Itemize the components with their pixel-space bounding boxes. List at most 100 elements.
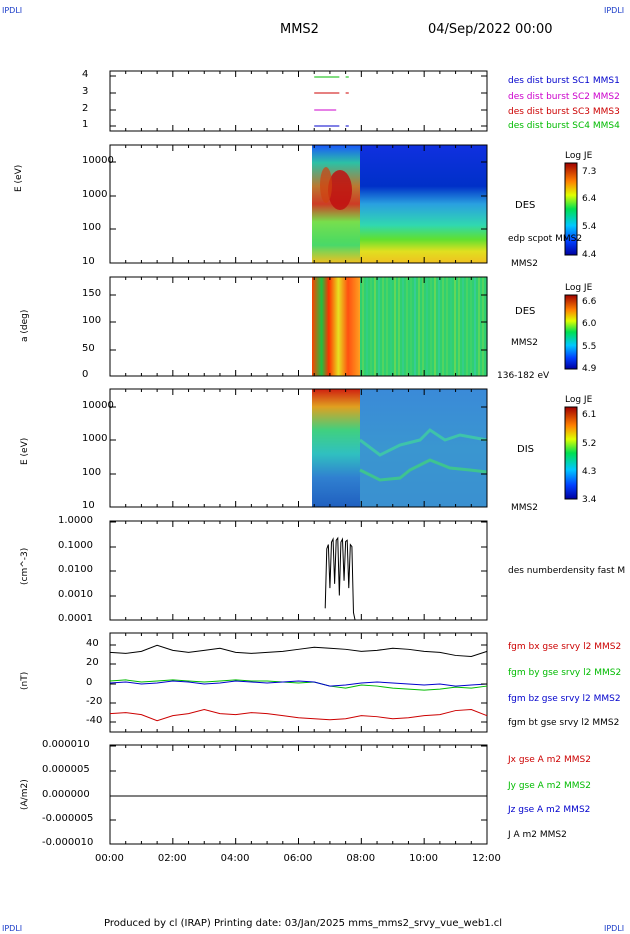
cbar1-tick: 7.3 bbox=[582, 167, 597, 177]
bfield-series-bt bbox=[109, 644, 488, 657]
ytick-label: 100 bbox=[82, 467, 102, 478]
ytick-label: 100 bbox=[82, 222, 102, 233]
pitch-stripe bbox=[478, 277, 480, 376]
legend-entry: fgm by gse srvy l2 MMS2 bbox=[508, 668, 622, 678]
dis-energy-panel bbox=[109, 388, 488, 508]
corner-logo-bottom-left: IPDLI bbox=[2, 924, 23, 933]
legend-entry: des dist burst SC4 MMS4 bbox=[508, 121, 620, 131]
corner-logo-top-right: IPDLI bbox=[604, 6, 625, 15]
pitch-stripe bbox=[374, 277, 376, 376]
ytick-label: 150 bbox=[82, 288, 102, 299]
colorbar-dis-energy bbox=[564, 406, 578, 500]
ytick-label: -20 bbox=[86, 696, 103, 707]
legend-entry: fgm bx gse srvy l2 MMS2 bbox=[508, 642, 622, 652]
des-pitch-panel bbox=[109, 276, 488, 377]
pitch-stripe bbox=[470, 277, 472, 376]
xtick-label: 10:00 bbox=[409, 853, 438, 864]
ytick-label: 20 bbox=[86, 657, 99, 668]
pitch-stripe bbox=[466, 277, 468, 376]
cbar1-tick: 5.4 bbox=[582, 222, 597, 232]
ylabel-density: (cm^-3) bbox=[20, 547, 30, 585]
spacecraft-title: MMS2 bbox=[280, 22, 319, 37]
availability-panel bbox=[109, 70, 488, 132]
ytick-label: 0.000005 bbox=[42, 764, 90, 775]
ytick-label: -0.000005 bbox=[42, 813, 94, 824]
colorbar-des-energy bbox=[564, 162, 578, 256]
cbar2-tick: 5.5 bbox=[582, 342, 597, 352]
des-pitch-burst bbox=[312, 277, 360, 376]
ytick-label: 50 bbox=[82, 343, 95, 354]
legend-entry: des dist burst SC2 MMS2 bbox=[508, 92, 620, 102]
corner-logo-top-left: IPDLI bbox=[2, 6, 23, 15]
datetime-title: 04/Sep/2022 00:00 bbox=[428, 22, 553, 37]
pitch-stripe bbox=[482, 277, 484, 376]
pitch-stripe bbox=[366, 277, 368, 376]
cbar1-tick: 4.4 bbox=[582, 250, 597, 260]
plot-canvas bbox=[109, 70, 578, 845]
ytick-label: 1000 bbox=[82, 189, 108, 200]
pitch-stripe bbox=[398, 277, 400, 376]
pitch-stripe bbox=[462, 277, 464, 376]
panel-side-label: MMS2 bbox=[511, 338, 538, 348]
cbar3-tick: 3.4 bbox=[582, 495, 597, 505]
panel-side-label: MMS2 bbox=[511, 503, 538, 513]
footer-credits: Produced by cl (IRAP) Printing date: 03/… bbox=[104, 918, 503, 929]
legend-entry: des dist burst SC1 MMS1 bbox=[508, 76, 620, 86]
des-energy-panel bbox=[109, 144, 488, 264]
ytick-label: 0 bbox=[82, 369, 89, 380]
ytick-label: 2 bbox=[82, 103, 89, 114]
ytick-label: 10 bbox=[82, 500, 95, 511]
pitch-stripe bbox=[414, 277, 416, 376]
pitch-stripe bbox=[454, 277, 456, 376]
cbar2-tick: 6.6 bbox=[582, 297, 597, 307]
cbar3-tick: 4.3 bbox=[582, 467, 597, 477]
ytick-label: 10000 bbox=[82, 400, 114, 411]
xtick-label: 04:00 bbox=[220, 853, 250, 864]
pitch-stripe bbox=[370, 277, 372, 376]
pitch-stripe bbox=[442, 277, 444, 376]
ylabel-des-energy: E (eV) bbox=[14, 164, 24, 192]
colorbar-des-pitch-title: Log JE bbox=[565, 283, 593, 293]
panel-side-label: DIS bbox=[517, 444, 534, 455]
ytick-label: 4 bbox=[82, 69, 89, 80]
pitch-stripe bbox=[434, 277, 436, 376]
magnetic-field-panel bbox=[109, 632, 488, 733]
ytick-label: 1000 bbox=[82, 433, 108, 444]
pitch-stripe bbox=[418, 277, 420, 376]
ytick-label: 0 bbox=[86, 677, 93, 688]
pitch-stripe bbox=[458, 277, 460, 376]
legend-entry: Jx gse A m2 MMS2 bbox=[508, 755, 591, 765]
legend-entry: fgm bz gse srvy l2 MMS2 bbox=[508, 694, 621, 704]
legend-entry: J A m2 MMS2 bbox=[508, 830, 567, 840]
xtick-label: 06:00 bbox=[283, 853, 313, 864]
ytick-label: 0.000000 bbox=[42, 789, 90, 800]
bfield-series-bx bbox=[109, 709, 488, 722]
panel-side-label: DES bbox=[515, 306, 536, 317]
pitch-stripe bbox=[382, 277, 384, 376]
cbar1-tick: 6.4 bbox=[582, 194, 597, 204]
ytick-label: 0.0100 bbox=[58, 564, 93, 575]
ytick-label: 40 bbox=[86, 638, 99, 649]
colorbar-dis-energy-title: Log JE bbox=[565, 395, 593, 405]
legend-entry: fgm bt gse srvy l2 MMS2 bbox=[508, 718, 620, 728]
xtick-label: 00:00 bbox=[95, 853, 124, 864]
legend-entry: des numberdensity fast M bbox=[508, 566, 626, 576]
legend-entry: des dist burst SC3 MMS3 bbox=[508, 107, 620, 117]
ytick-label: 3 bbox=[82, 86, 89, 97]
ylabel-dis-energy: E (eV) bbox=[20, 437, 30, 465]
ylabel-magnetic-field: (nT) bbox=[20, 671, 30, 690]
pitch-stripe bbox=[450, 277, 452, 376]
ytick-label: 1 bbox=[82, 119, 89, 130]
pitch-stripe bbox=[362, 277, 364, 376]
xtick-label: 12:00 bbox=[472, 853, 501, 864]
pitch-stripe bbox=[386, 277, 388, 376]
pitch-stripe bbox=[474, 277, 476, 376]
density-panel bbox=[109, 520, 488, 621]
cbar2-tick: 4.9 bbox=[582, 364, 597, 374]
panel-side-label: 136-182 eV bbox=[497, 371, 550, 381]
pitch-stripe bbox=[430, 277, 432, 376]
legend-entry: Jz gse A m2 MMS2 bbox=[508, 805, 591, 815]
pitch-stripe bbox=[378, 277, 380, 376]
ylabel-des-pitch: a (deg) bbox=[20, 309, 30, 342]
legend-entry: Jy gse A m2 MMS2 bbox=[508, 781, 591, 791]
